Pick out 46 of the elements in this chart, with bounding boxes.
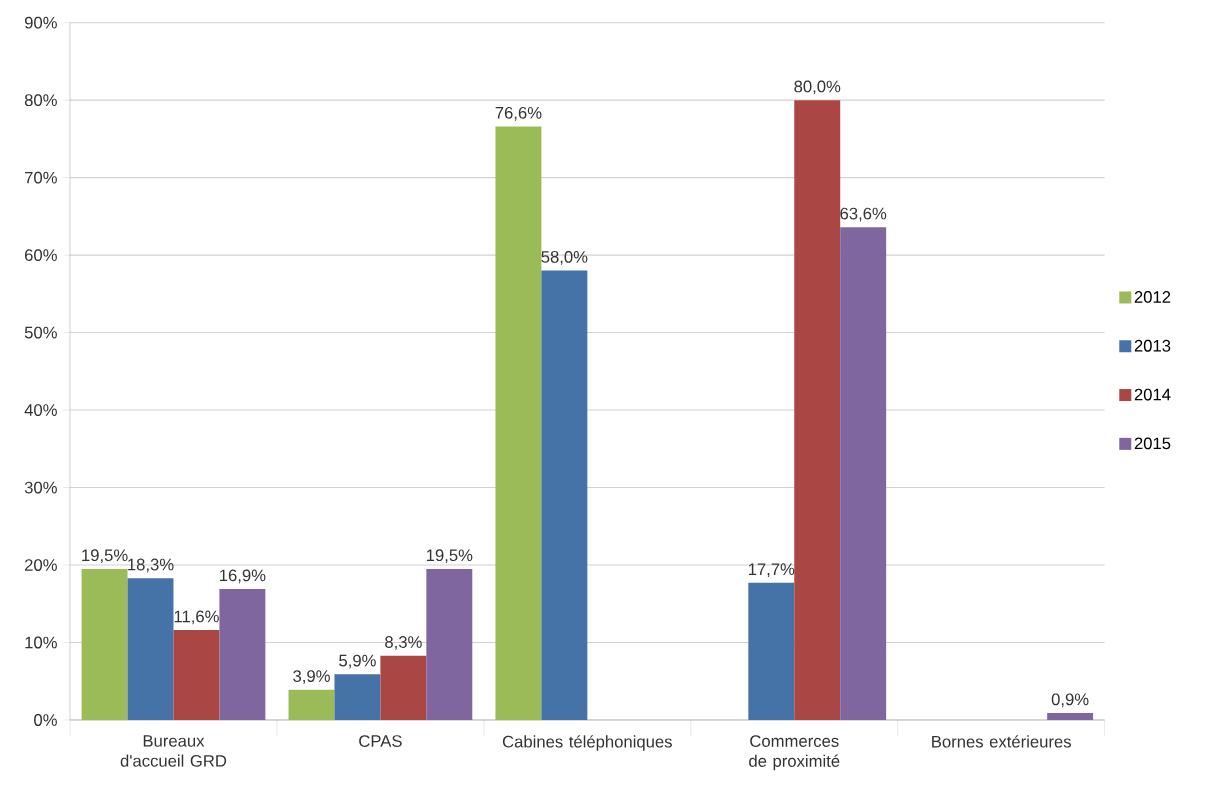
x-tick-label: Bureaux d'accueil GRD [120,735,227,767]
legend-label: 2015 [1134,437,1171,450]
data-label: 63,6% [840,207,887,222]
bar [288,689,335,720]
bar [127,578,174,720]
bar [495,126,542,720]
y-tick-label: 10% [25,636,57,649]
legend-label: 2013 [1134,339,1171,352]
bar [840,227,887,720]
y-tick-label: 90% [24,16,57,29]
bar [173,630,220,720]
legend-label: 2014 [1134,388,1171,401]
data-label: 8,3% [385,636,422,650]
bar [81,568,128,720]
bar [334,674,381,720]
data-label: 58,0% [541,251,588,265]
data-label: 19,5% [82,549,128,564]
y-tick-label: 50% [24,326,57,339]
x-tick-label: Bornes extérieures [932,735,1071,748]
bar [219,589,266,720]
bar [748,582,795,720]
y-tick-label: 60% [25,249,57,262]
data-label: 76,6% [495,106,542,121]
bar [541,270,588,720]
y-tick-label: 80% [24,94,57,107]
data-label: 18,3% [128,558,174,573]
y-tick-label: 20% [25,559,57,571]
y-tick-label: 30% [24,481,57,494]
data-label: 11,6% [174,610,219,625]
x-tick-label: CPAS [359,735,402,747]
y-tick-label: 40% [24,404,57,416]
bar [380,655,427,720]
y-tick-label: 0% [34,714,57,726]
data-label: 3,9% [293,670,330,684]
data-label: 19,5% [426,549,473,564]
x-tick-label: Cabines téléphoniques [502,735,672,751]
legend-label: 2012 [1134,291,1171,303]
x-tick-label: Commerces de proximité [749,735,840,771]
y-tick-label: 70% [25,171,57,184]
data-label: 0,9% [1051,693,1089,708]
data-label: 5,9% [339,654,376,669]
data-label: 80,0% [794,80,841,95]
bar [426,568,473,720]
data-label: 16,9% [220,569,266,584]
bar [1047,713,1094,720]
bar [794,100,841,720]
